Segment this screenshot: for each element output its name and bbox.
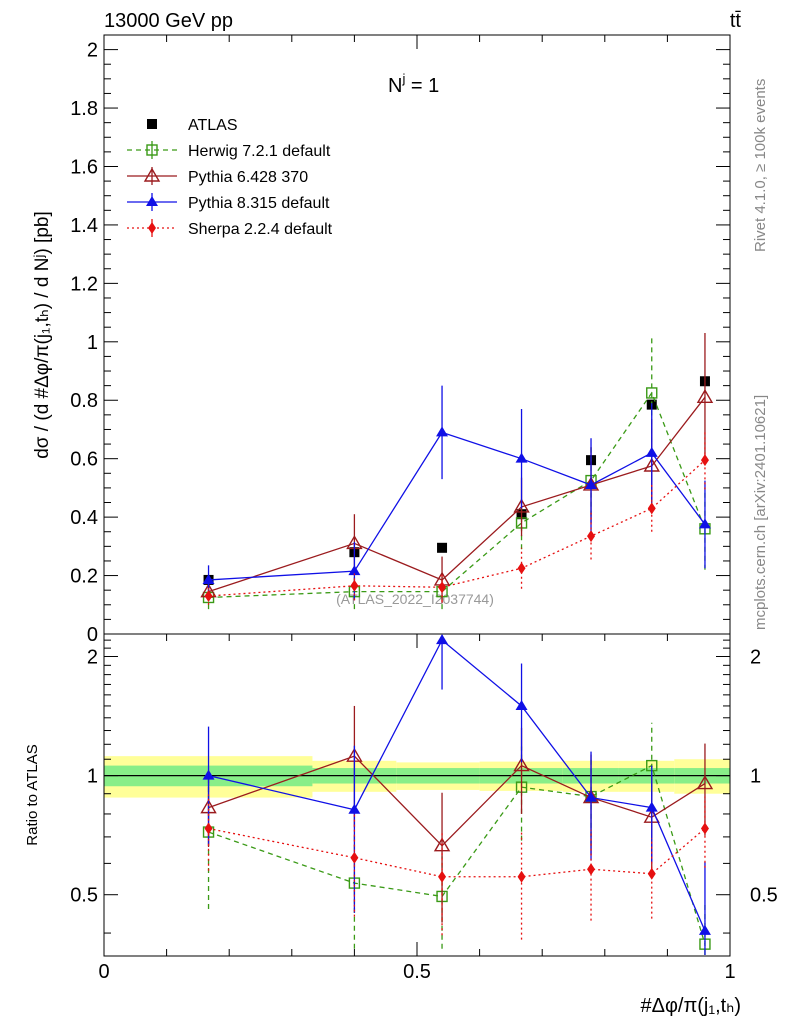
y-axis-title-main: dσ / (d #Δφ/π(j₁,tₕ) / d Nʲ) [pb] xyxy=(32,211,53,459)
data-point xyxy=(437,542,448,553)
data-point xyxy=(513,498,530,513)
data-point xyxy=(645,446,658,457)
ratio-data-point xyxy=(202,769,215,780)
ratio-y-tick-label-right: 2 xyxy=(750,647,761,669)
legend-item-pythia-6-428-370: Pythia 6.428 370 xyxy=(127,167,308,186)
main-y-tick-label: 1.6 xyxy=(70,156,98,178)
main-y-tick-label: 1.4 xyxy=(70,215,98,237)
series-atlas xyxy=(203,376,710,585)
main-y-tick-label: 0.6 xyxy=(70,449,98,471)
series-line-pythia-6-428-370 xyxy=(208,396,706,593)
data-point xyxy=(700,454,709,467)
ratio-data-point xyxy=(433,837,451,852)
ratio-y-tick-label-right: 0.5 xyxy=(750,885,778,907)
ratio-data-point xyxy=(647,867,656,880)
ratio-y-tick-label: 0.5 xyxy=(70,885,98,907)
ratio-y-tick-label-right: 1 xyxy=(750,766,761,788)
series-pythia-6-428-370 xyxy=(200,333,714,604)
data-point xyxy=(515,452,528,463)
legend-label: Sherpa 2.2.4 default xyxy=(188,221,333,238)
x-tick-label: 0.5 xyxy=(403,961,431,983)
ratio-data-point xyxy=(436,634,449,645)
x-tick-label: 0 xyxy=(98,961,109,983)
data-point xyxy=(436,426,449,437)
mcplots-label: mcplots.cern.ch [arXiv:2401.10621] xyxy=(752,395,769,630)
header-left: 13000 GeV pp xyxy=(104,10,233,32)
legend-label: ATLAS xyxy=(188,117,238,134)
x-axis-title: #Δφ/π(j₁,tₕ) xyxy=(640,995,741,1017)
ratio-series-sherpa-2-2-4-default xyxy=(204,794,709,940)
legend-marker xyxy=(147,119,157,129)
main-y-tick-label: 0.4 xyxy=(70,507,98,529)
ratio-data-point xyxy=(517,870,526,883)
panel-label-sup: j xyxy=(401,71,405,86)
data-point xyxy=(438,581,447,594)
data-point xyxy=(202,573,215,584)
data-point xyxy=(350,579,359,592)
data-point xyxy=(204,590,213,603)
data-point xyxy=(698,518,711,529)
ratio-data-point xyxy=(645,801,658,812)
ratio-data-point xyxy=(696,775,714,790)
data-point xyxy=(587,530,596,543)
ratio-data-point xyxy=(698,924,711,935)
y-axis-title-ratio: Ratio to ATLAS xyxy=(24,744,41,845)
legend-label: Herwig 7.2.1 default xyxy=(188,143,331,160)
data-point xyxy=(348,565,361,576)
data-point xyxy=(646,387,658,399)
legend-marker xyxy=(143,167,161,182)
legend: ATLAS Herwig 7.2.1 default Pythia 6.428 37… xyxy=(127,117,333,238)
ratio-y-tick-label: 2 xyxy=(87,647,98,669)
main-y-tick-label: 0 xyxy=(87,624,98,646)
legend-item-herwig-7-2-1-default: Herwig 7.2.1 default xyxy=(127,141,331,160)
ratio-data-point xyxy=(513,757,530,772)
legend-marker xyxy=(146,144,158,156)
data-point xyxy=(517,562,526,575)
data-point xyxy=(696,388,714,404)
data-point xyxy=(647,502,656,515)
ratio-series-line xyxy=(208,827,706,878)
ratio-data-point xyxy=(204,822,213,835)
legend-item-pythia-8-315-default: Pythia 8.315 default xyxy=(127,193,330,212)
ratio-data-point xyxy=(700,822,709,835)
legend-marker xyxy=(146,196,158,206)
legend-item-atlas: ATLAS xyxy=(147,117,238,134)
panel-label-main: N xyxy=(388,75,402,97)
watermark: (ATLAS_2022_I2037744) xyxy=(336,591,494,607)
series-line-pythia-8-315-default xyxy=(208,431,706,581)
legend-item-sherpa-2-2-4-default: Sherpa 2.2.4 default xyxy=(127,219,333,238)
main-panel: 0 0.2 0.4 0.6 0.8 1 1.2 1.4 1.6 1.8 2 xyxy=(70,34,731,646)
main-y-tick-label: 1 xyxy=(87,332,98,354)
main-y-tick-label: 2 xyxy=(87,40,98,62)
x-tick-label: 1 xyxy=(724,961,735,983)
main-y-tick-label: 0.2 xyxy=(70,566,98,588)
rivet-label: Rivet 4.1.0, ≥ 100k events xyxy=(752,79,769,252)
ratio-data-point xyxy=(515,699,528,710)
header-right: tt̄ xyxy=(730,10,742,32)
ratio-data-point xyxy=(350,851,359,864)
ratio-data-point xyxy=(348,803,361,814)
ratio-data-point xyxy=(587,863,596,876)
series-sherpa-2-2-4-default xyxy=(204,430,709,605)
ratio-series-pythia-8-315-default xyxy=(202,634,711,955)
legend-marker xyxy=(148,222,156,234)
data-point xyxy=(585,478,598,489)
ratio-data-point xyxy=(585,791,598,802)
main-y-tick-label: 1.2 xyxy=(70,273,98,295)
ratio-panel: 0.5 0.5 1 1 2 2 0 0.5 1 xyxy=(70,633,778,983)
ratio-y-tick-label: 1 xyxy=(87,766,98,788)
main-y-tick-label: 0.8 xyxy=(70,390,98,412)
ratio-series-pythia-6-428-370 xyxy=(200,705,714,923)
legend-label: Pythia 6.428 370 xyxy=(188,169,308,186)
legend-label: Pythia 8.315 default xyxy=(188,195,330,212)
panel-label-rest: = 1 xyxy=(405,75,439,97)
panel-label: Nj = 1 xyxy=(388,71,439,97)
main-y-tick-label: 1.8 xyxy=(70,98,98,120)
ratio-data-point xyxy=(438,870,447,883)
